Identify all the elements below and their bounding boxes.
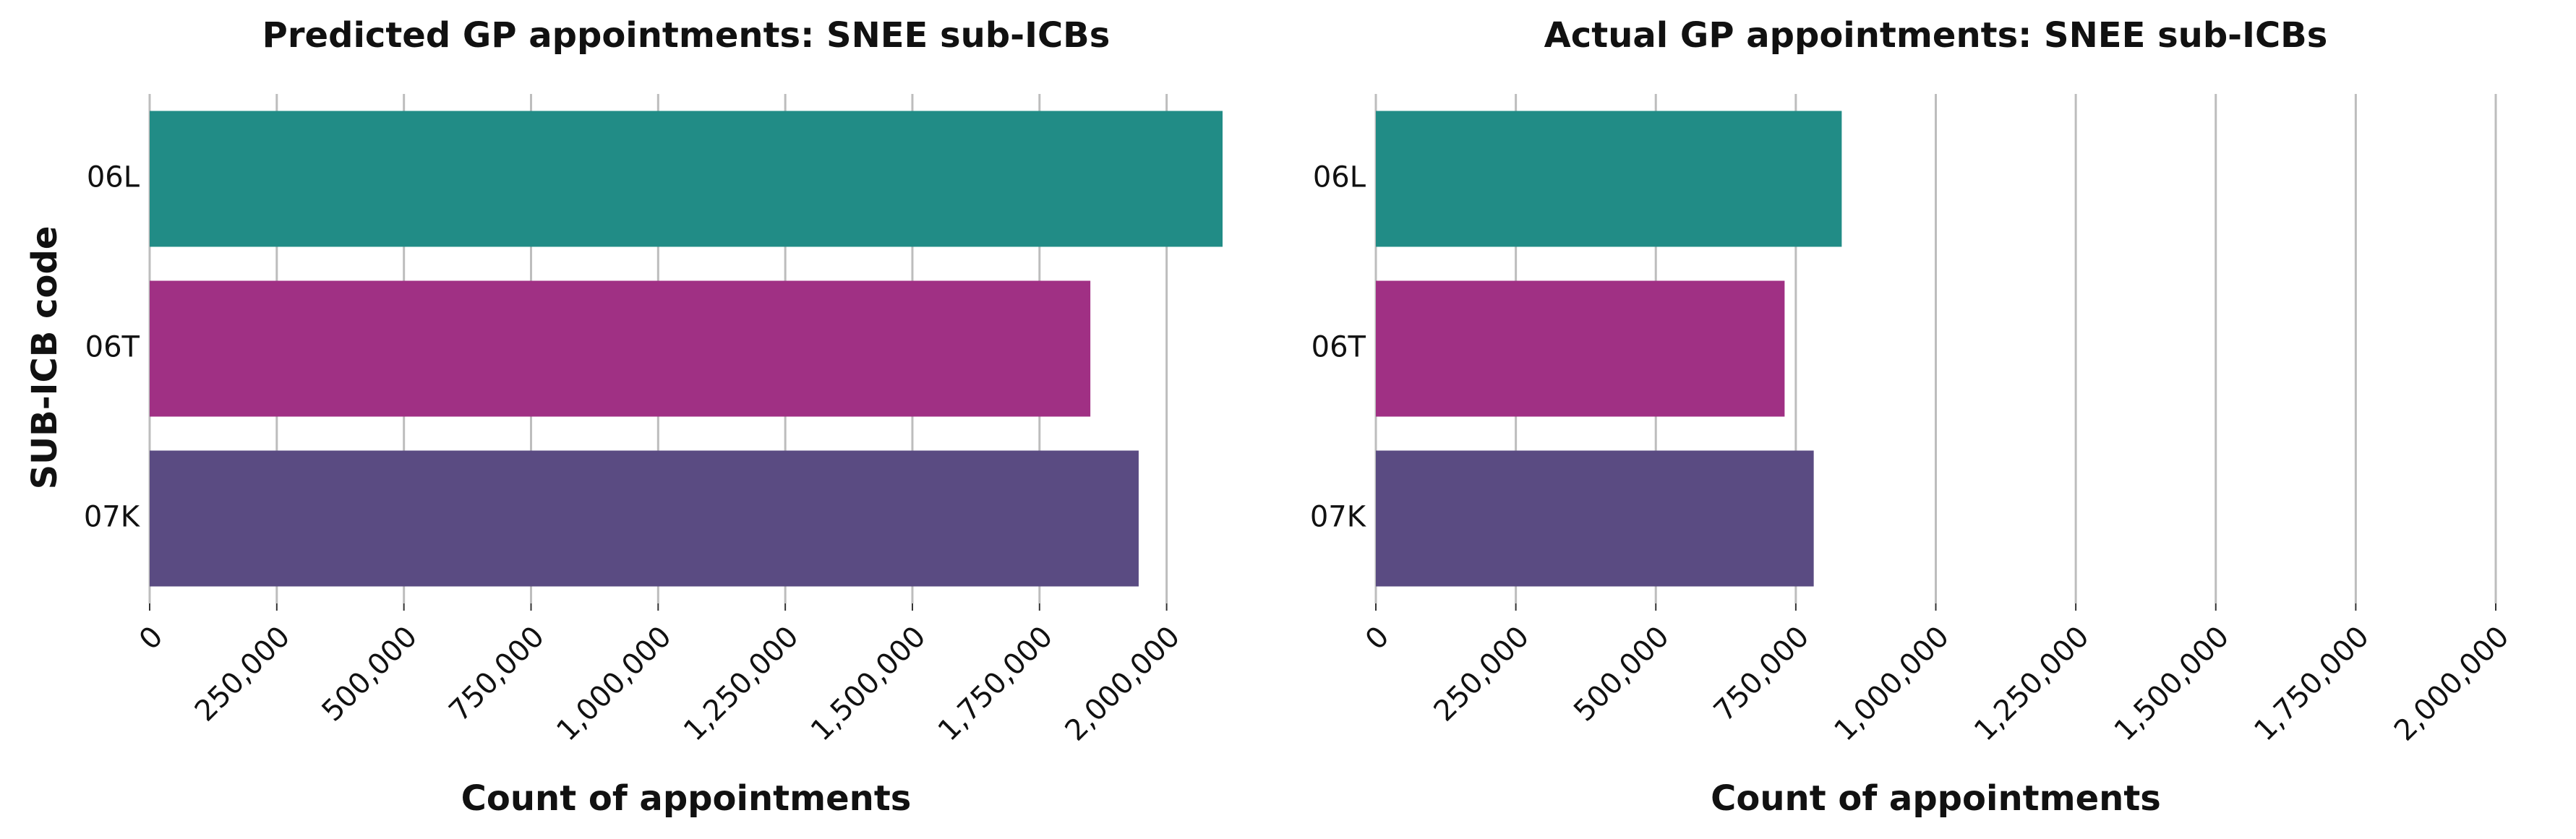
chart-title: Actual GP appointments: SNEE sub-ICBs — [1544, 15, 2328, 56]
bar-07k — [150, 450, 1139, 587]
y-category-label: 07K — [84, 501, 141, 534]
shared-y-axis-label: SUB-ICB code — [25, 226, 65, 490]
predicted-chart-panel: Predicted GP appointments: SNEE sub-ICBs… — [84, 15, 1223, 819]
y-category-label: 06L — [1313, 161, 1366, 194]
chart-title: Predicted GP appointments: SNEE sub-ICBs — [262, 15, 1111, 56]
x-axis-label: Count of appointments — [1711, 778, 2161, 819]
bar-06l — [1376, 111, 1842, 247]
x-axis-label: Count of appointments — [461, 778, 912, 819]
bar-06t — [1376, 280, 1785, 417]
y-category-label: 06T — [85, 331, 140, 364]
bar-07k — [1376, 450, 1814, 587]
y-category-label: 07K — [1310, 501, 1367, 534]
bar-06t — [150, 280, 1091, 417]
bar-06l — [150, 111, 1223, 247]
y-category-label: 06L — [87, 161, 140, 194]
y-category-label: 06T — [1311, 331, 1366, 364]
